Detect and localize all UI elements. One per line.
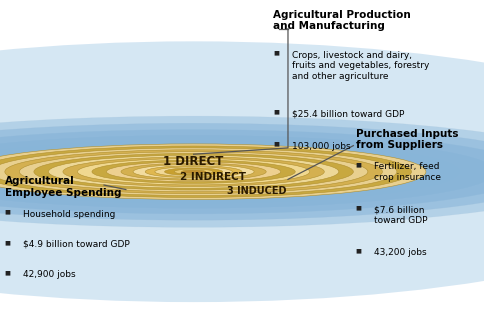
Text: ■: ■	[356, 248, 362, 253]
Ellipse shape	[155, 167, 232, 177]
Ellipse shape	[63, 157, 324, 186]
Ellipse shape	[5, 150, 382, 194]
Ellipse shape	[145, 166, 242, 178]
Ellipse shape	[0, 140, 460, 204]
Ellipse shape	[165, 168, 223, 176]
Text: Fertilizer, feed
crop insurance: Fertilizer, feed crop insurance	[374, 162, 441, 182]
Ellipse shape	[0, 123, 484, 220]
Ellipse shape	[19, 152, 368, 192]
Ellipse shape	[77, 158, 310, 185]
Ellipse shape	[174, 169, 213, 174]
Ellipse shape	[0, 135, 484, 208]
Ellipse shape	[0, 144, 426, 200]
Text: 43,200 jobs: 43,200 jobs	[374, 248, 427, 257]
Text: Agricultural
Employee Spending: Agricultural Employee Spending	[5, 176, 121, 198]
Text: Purchased Inputs
from Suppliers: Purchased Inputs from Suppliers	[356, 129, 458, 150]
Ellipse shape	[182, 170, 206, 173]
Ellipse shape	[0, 148, 397, 196]
Ellipse shape	[0, 129, 484, 214]
Text: Household spending: Household spending	[23, 210, 116, 219]
Ellipse shape	[92, 160, 295, 183]
Ellipse shape	[0, 41, 484, 302]
Text: Crops, livestock and dairy,
fruits and vegetables, forestry
and other agricultur: Crops, livestock and dairy, fruits and v…	[292, 51, 429, 81]
Text: ■: ■	[273, 51, 279, 56]
Text: ■: ■	[356, 205, 362, 210]
Text: $4.9 billion toward GDP: $4.9 billion toward GDP	[23, 240, 130, 249]
Text: 1 DIRECT: 1 DIRECT	[164, 155, 224, 168]
Text: ■: ■	[5, 240, 11, 245]
Text: ■: ■	[5, 210, 11, 215]
Text: $7.6 billion
toward GDP: $7.6 billion toward GDP	[374, 205, 428, 225]
Text: 103,000 jobs: 103,000 jobs	[292, 142, 350, 150]
Text: ■: ■	[5, 270, 11, 275]
Text: ■: ■	[273, 142, 279, 147]
Ellipse shape	[133, 164, 254, 179]
Text: ■: ■	[356, 162, 362, 167]
Text: $25.4 billion toward GDP: $25.4 billion toward GDP	[292, 110, 404, 119]
Text: Agricultural Production
and Manufacturing: Agricultural Production and Manufacturin…	[273, 10, 411, 31]
Ellipse shape	[0, 116, 484, 227]
Text: 42,900 jobs: 42,900 jobs	[23, 270, 76, 279]
Text: 3 INDUCED: 3 INDUCED	[227, 186, 286, 197]
Text: 2 INDIRECT: 2 INDIRECT	[180, 172, 246, 183]
Ellipse shape	[106, 162, 281, 182]
Ellipse shape	[0, 146, 411, 197]
Ellipse shape	[121, 163, 266, 180]
Ellipse shape	[48, 155, 339, 188]
Text: ■: ■	[273, 110, 279, 115]
Ellipse shape	[34, 153, 353, 190]
